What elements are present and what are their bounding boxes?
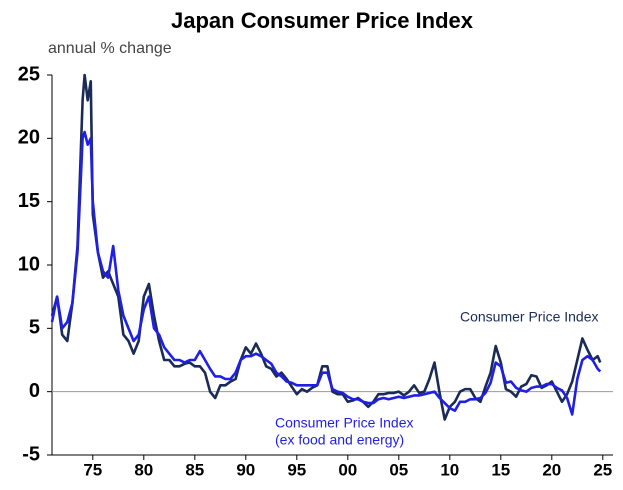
series-label: Consumer Price Index	[275, 415, 414, 431]
y-tick-label: 5	[29, 317, 40, 339]
x-tick-label: 05	[389, 460, 408, 479]
series-label: Consumer Price Index	[460, 309, 599, 325]
series-line	[50, 73, 602, 421]
y-tick-label: 25	[18, 63, 40, 85]
x-tick-label: 80	[134, 460, 153, 479]
y-tick-label: 20	[18, 127, 40, 149]
series-line	[50, 130, 602, 416]
x-tick-label: 90	[236, 460, 255, 479]
x-tick-label: 00	[338, 460, 357, 479]
x-tick-label: 15	[491, 460, 510, 479]
x-tick-label: 95	[287, 460, 306, 479]
chart-subtitle: annual % change	[48, 40, 172, 57]
x-tick-label: 85	[185, 460, 204, 479]
x-tick-label: 10	[440, 460, 459, 479]
x-tick-label: 75	[83, 460, 102, 479]
y-tick-label: 0	[29, 380, 40, 402]
y-tick-label: -5	[22, 443, 40, 465]
x-tick-label: 25	[593, 460, 612, 479]
y-tick-label: 10	[18, 253, 40, 275]
series-label: (ex food and energy)	[275, 432, 404, 448]
chart-title: Japan Consumer Price Index	[171, 8, 474, 33]
x-tick-label: 20	[542, 460, 561, 479]
y-tick-label: 15	[18, 190, 40, 212]
